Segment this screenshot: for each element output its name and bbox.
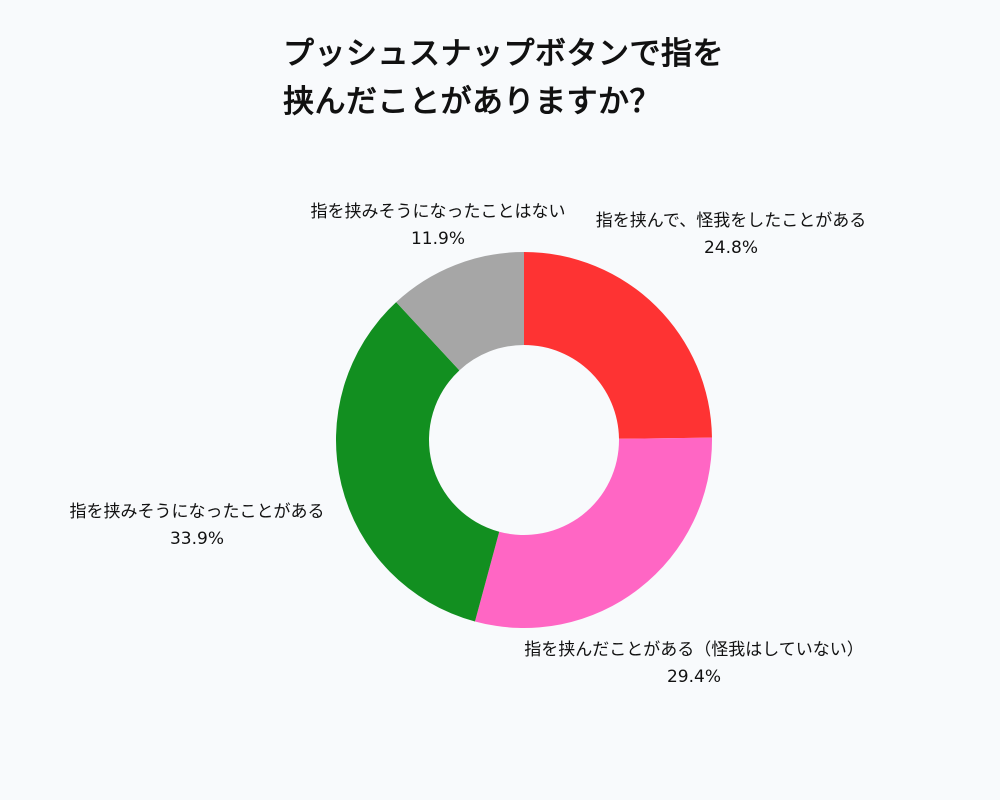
slice-label-4: 指を挟みそうになったことはない — [311, 202, 566, 222]
donut-slice-3 — [336, 302, 500, 622]
donut-slice-2 — [474, 437, 712, 629]
slice-value-2: 29.4% — [667, 667, 721, 687]
slice-value-4: 11.9% — [411, 229, 465, 249]
donut-slice-1 — [524, 252, 712, 439]
chart-title: プッシュスナップボタンで指を 挟んだことがありますか？ — [283, 36, 724, 120]
donut-slice-4 — [396, 252, 524, 371]
label-group: 指を挟んで、怪我をしたことがある 24.8% 指を挟んだことがある（怪我はしていない… — [70, 202, 867, 687]
slice-value-3: 33.9% — [170, 529, 224, 549]
slice-label-1: 指を挟んで、怪我をしたことがある — [596, 211, 866, 231]
slice-group — [336, 252, 712, 629]
slice-label-3: 指を挟みそうになったことがある — [70, 502, 325, 522]
slice-value-1: 24.8% — [704, 238, 758, 258]
slice-label-2: 指を挟んだことがある（怪我はしていない） — [524, 640, 864, 660]
